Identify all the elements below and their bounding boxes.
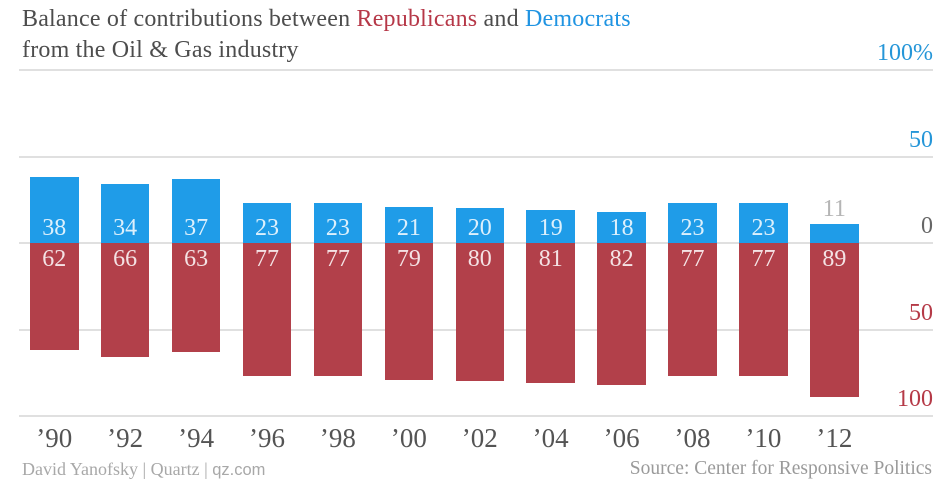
x-axis-label-08: ’08 <box>674 423 711 453</box>
republican-bar <box>100 243 150 358</box>
democrat-value-label: 34 <box>113 215 138 241</box>
x-axis-label-90: ’90 <box>36 423 73 453</box>
republican-bar <box>171 243 221 352</box>
democrat-value-label: 21 <box>396 215 421 241</box>
democrat-bar <box>30 177 79 243</box>
republican-bar <box>242 243 292 377</box>
x-axis-label-98: ’98 <box>319 423 356 453</box>
republican-bar <box>668 243 717 377</box>
republican-bar <box>597 243 646 385</box>
title-connector: and <box>477 6 525 32</box>
x-axis-label-04: ’04 <box>532 423 569 453</box>
byline-author: David Yanofsky | Quartz | <box>22 459 213 479</box>
chart-title-line1: Balance of contributions between Republi… <box>22 4 631 35</box>
republican-bar <box>313 243 363 377</box>
democrat-value-label: 38 <box>42 215 67 241</box>
republican-value-label: 77 <box>680 246 705 272</box>
x-axis-label-02: ’02 <box>461 423 498 453</box>
source-note: Source: Center for Responsive Politics <box>629 458 932 479</box>
democrat-bar <box>384 206 434 243</box>
republican-value-label: 80 <box>467 246 492 272</box>
republican-bar <box>739 243 788 377</box>
republican-value-label: 77 <box>255 246 279 272</box>
chart-title: Balance of contributions between Republi… <box>22 4 631 66</box>
democrat-bar <box>668 203 717 243</box>
democrat-bar <box>739 203 788 243</box>
democrat-value-label: 23 <box>255 215 279 241</box>
y-axis-label-2: 0 <box>921 213 933 239</box>
republican-bar <box>455 243 505 382</box>
democrat-bar <box>242 203 292 243</box>
republican-value-label: 77 <box>751 246 776 272</box>
democrat-value-label: 20 <box>467 215 492 241</box>
democrat-value-label: 23 <box>751 215 776 241</box>
chart-title-line2: from the Oil & Gas industry <box>22 37 299 63</box>
republican-bar <box>30 243 79 351</box>
x-axis-label-06: ’06 <box>603 423 640 453</box>
y-axis-label-4: 100 <box>897 386 933 412</box>
title-republicans: Republicans <box>356 6 478 32</box>
republican-value-label: 89 <box>822 246 847 272</box>
democrat-bar <box>597 211 646 243</box>
x-axis-label-96: ’96 <box>249 423 285 453</box>
byline-site-link[interactable]: qz.com <box>212 461 266 479</box>
republican-bar <box>526 243 575 384</box>
republican-value-label: 81 <box>538 246 563 272</box>
democrat-bar <box>455 208 505 243</box>
title-democrats: Democrats <box>525 6 631 32</box>
democrat-value-label: 19 <box>538 215 563 241</box>
y-axis-label-0: 100% <box>877 40 933 66</box>
democrat-bar <box>171 178 221 243</box>
democrat-value-label: 23 <box>680 215 705 241</box>
democrat-value-label: 37 <box>184 215 209 241</box>
democrat-bar <box>100 184 150 243</box>
democrat-value-label: 11 <box>822 195 846 222</box>
y-axis-label-3: 50 <box>909 299 933 326</box>
republican-value-label: 62 <box>42 246 67 272</box>
democrat-value-label: 18 <box>609 215 634 241</box>
gridline-50 <box>19 155 933 158</box>
gridline-100 <box>19 69 933 71</box>
democrat-value-label: 23 <box>325 215 350 241</box>
x-axis-label-94: ’94 <box>178 423 215 453</box>
x-axis-label-92: ’92 <box>107 423 144 453</box>
democrat-bar <box>810 223 859 243</box>
republican-value-label: 77 <box>325 246 350 272</box>
republican-value-label: 82 <box>609 246 634 272</box>
x-axis-label-12: ’12 <box>816 423 853 453</box>
title-text-prefix: Balance of contributions between <box>22 6 357 32</box>
democrat-bar <box>313 203 363 243</box>
x-axis-label-00: ’00 <box>390 423 427 453</box>
republican-value-label: 66 <box>113 246 138 272</box>
x-axis-label-10: ’10 <box>745 423 782 453</box>
byline: David Yanofsky | Quartz | qz.com <box>22 459 265 480</box>
democrat-bar <box>526 210 575 243</box>
republican-value-label: 63 <box>184 246 209 272</box>
republican-value-label: 79 <box>396 246 421 272</box>
republican-bar <box>384 243 434 380</box>
y-axis-label-1: 50 <box>909 126 933 153</box>
gridline--100 <box>19 415 933 417</box>
republican-bar <box>810 243 859 397</box>
